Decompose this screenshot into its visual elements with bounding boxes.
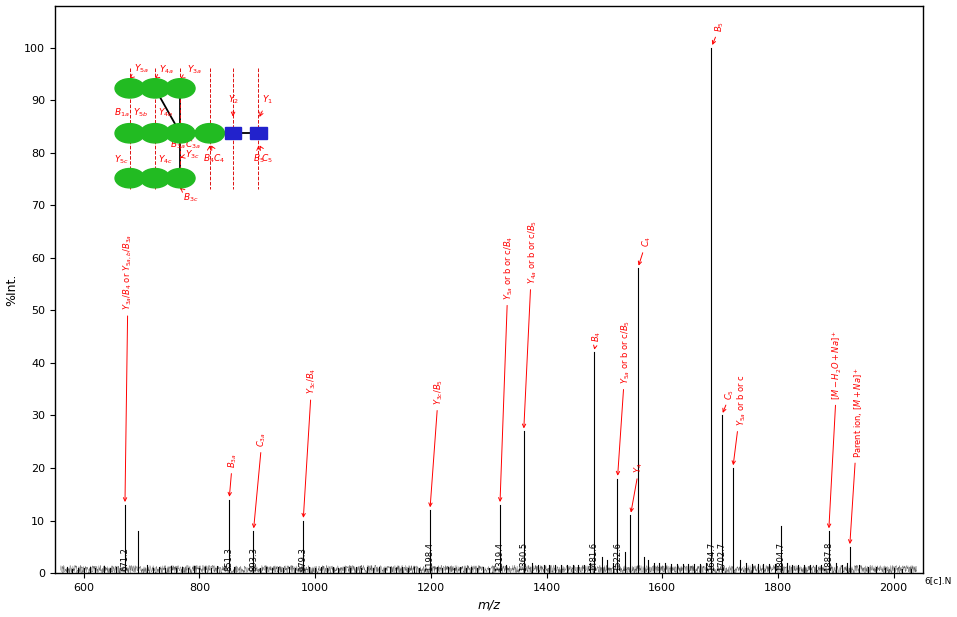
Ellipse shape [195, 123, 225, 143]
Text: 1198.4: 1198.4 [426, 542, 434, 571]
X-axis label: m/z: m/z [478, 598, 501, 611]
Text: $Y_{5c}$: $Y_{5c}$ [114, 154, 129, 175]
Text: $B_4$: $B_4$ [203, 147, 214, 165]
Text: $Y_{5a}$ or b or c: $Y_{5a}$ or b or c [732, 374, 747, 464]
Text: 979.3: 979.3 [299, 547, 308, 571]
Text: 671.2: 671.2 [121, 547, 129, 571]
Text: $C_4$: $C_4$ [211, 146, 225, 165]
Ellipse shape [166, 79, 195, 98]
Text: Parent ion, $[M+Na]^+$: Parent ion, $[M+Na]^+$ [849, 366, 865, 543]
Text: 6[c].N: 6[c].N [924, 576, 951, 585]
Text: $B_{1a}$: $B_{1a}$ [114, 107, 130, 130]
Text: $B_4$: $B_4$ [590, 331, 603, 349]
Text: $Y_{5b}$: $Y_{5b}$ [131, 107, 148, 130]
Text: 1360.5: 1360.5 [520, 541, 528, 571]
Text: $C_4$: $C_4$ [638, 236, 653, 265]
Ellipse shape [115, 168, 145, 188]
Text: $Y_1$: $Y_1$ [259, 93, 274, 116]
Text: 893.3: 893.3 [249, 547, 258, 571]
Y-axis label: %Int.: %Int. [6, 273, 18, 305]
Text: $Y_{4a}$ or b or c/$B_5$: $Y_{4a}$ or b or c/$B_5$ [523, 220, 539, 428]
Text: $Y_{3a}$: $Y_{3a}$ [181, 64, 202, 78]
Text: $Y_{5a}$ or b or c/$B_5$: $Y_{5a}$ or b or c/$B_5$ [616, 320, 633, 474]
Text: 1319.4: 1319.4 [496, 542, 504, 571]
Text: 1522.6: 1522.6 [613, 542, 622, 571]
Text: $B_{3a}$: $B_{3a}$ [226, 453, 238, 495]
Text: $C_5$: $C_5$ [260, 146, 273, 165]
Text: $C_5$: $C_5$ [723, 389, 737, 412]
Text: $[M-H_2O+Na]^+$: $[M-H_2O+Na]^+$ [828, 329, 844, 528]
Text: $Y_{3c}/B_5$: $Y_{3c}/B_5$ [429, 379, 445, 506]
Ellipse shape [115, 79, 145, 98]
Text: 1804.7: 1804.7 [776, 541, 785, 571]
Text: $Y_4$: $Y_4$ [630, 463, 645, 511]
Text: $Y_{3c}$: $Y_{3c}$ [181, 149, 199, 161]
Text: 1887.8: 1887.8 [824, 541, 834, 571]
Text: 1481.6: 1481.6 [590, 541, 598, 571]
Ellipse shape [166, 123, 195, 143]
Text: 1702.7: 1702.7 [717, 541, 726, 571]
Bar [250, 127, 267, 139]
Ellipse shape [115, 123, 145, 143]
Text: $Y_{4b}$: $Y_{4b}$ [157, 107, 173, 130]
Text: $Y_{5a}$ or b or c/$B_4$: $Y_{5a}$ or b or c/$B_4$ [499, 236, 515, 501]
Text: $B_5$: $B_5$ [254, 147, 265, 165]
Text: $Y_{3c}/B_4$: $Y_{3c}/B_4$ [302, 368, 318, 517]
Text: $C_{3a}$: $C_{3a}$ [181, 134, 200, 151]
Text: $B_5$: $B_5$ [712, 21, 726, 44]
Text: $Y_{4a}$: $Y_{4a}$ [156, 64, 174, 78]
Text: 1684.7: 1684.7 [707, 541, 716, 571]
Text: $Y_{3a}/B_4$ or $Y_{5a,b}/B_{3a}$: $Y_{3a}/B_4$ or $Y_{5a,b}/B_{3a}$ [122, 234, 134, 501]
Text: $Y_2$: $Y_2$ [228, 93, 239, 115]
Ellipse shape [166, 168, 195, 188]
Ellipse shape [141, 123, 169, 143]
Ellipse shape [141, 168, 169, 188]
Text: $C_{3a}$: $C_{3a}$ [253, 433, 268, 528]
Text: $B_{3a}$: $B_{3a}$ [169, 133, 186, 151]
Text: $Y_{4c}$: $Y_{4c}$ [157, 154, 173, 175]
Ellipse shape [141, 79, 169, 98]
Bar [225, 127, 241, 139]
Text: $B_{3c}$: $B_{3c}$ [181, 189, 199, 204]
Text: $Y_{5a}$: $Y_{5a}$ [130, 62, 149, 78]
Text: 851.3: 851.3 [225, 547, 234, 571]
